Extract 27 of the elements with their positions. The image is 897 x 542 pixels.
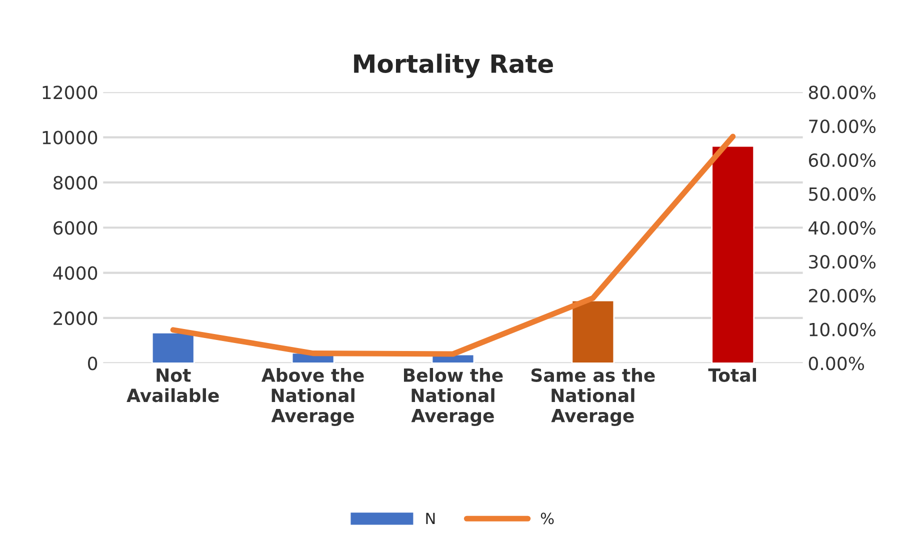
y-tick-label: 4000 (53, 266, 98, 280)
y2-tick-label: 10.00% (810, 322, 876, 336)
chart-title: Mortality Rate (354, 54, 553, 78)
x-tick-label: Below the National Average (404, 368, 503, 426)
y2-tick-label: 0.00% (808, 356, 864, 370)
x-tick-label: Same as the National Average (531, 368, 655, 426)
y2-tick-label: 50.00% (809, 187, 876, 201)
y2-tick-label: 30.00% (809, 254, 876, 269)
legend-label: % (540, 512, 554, 524)
x-tick-label: Above the National Average (261, 368, 364, 426)
y2-tick-label: 80.00% (808, 86, 876, 100)
y-tick-label: 8000 (54, 176, 98, 190)
bar (711, 145, 755, 364)
y2-tick-label: 20.00% (809, 288, 876, 303)
bar (571, 300, 615, 364)
y2-tick-label: 60.00% (808, 153, 876, 168)
y-tick-label: 2000 (54, 311, 98, 326)
y-tick-label: 10000 (42, 130, 98, 144)
x-tick-label: Not Available (126, 368, 219, 402)
x-tick-label: Total (708, 368, 756, 382)
y-tick-label: 6000 (54, 221, 98, 235)
y-tick-label: 0 (88, 356, 98, 370)
bar (151, 332, 195, 364)
legend-label: N (426, 512, 435, 524)
y2-tick-label: 70.00% (809, 119, 876, 134)
y2-tick-label: 40.00% (808, 221, 876, 235)
y-tick-label: 12000 (42, 86, 98, 100)
